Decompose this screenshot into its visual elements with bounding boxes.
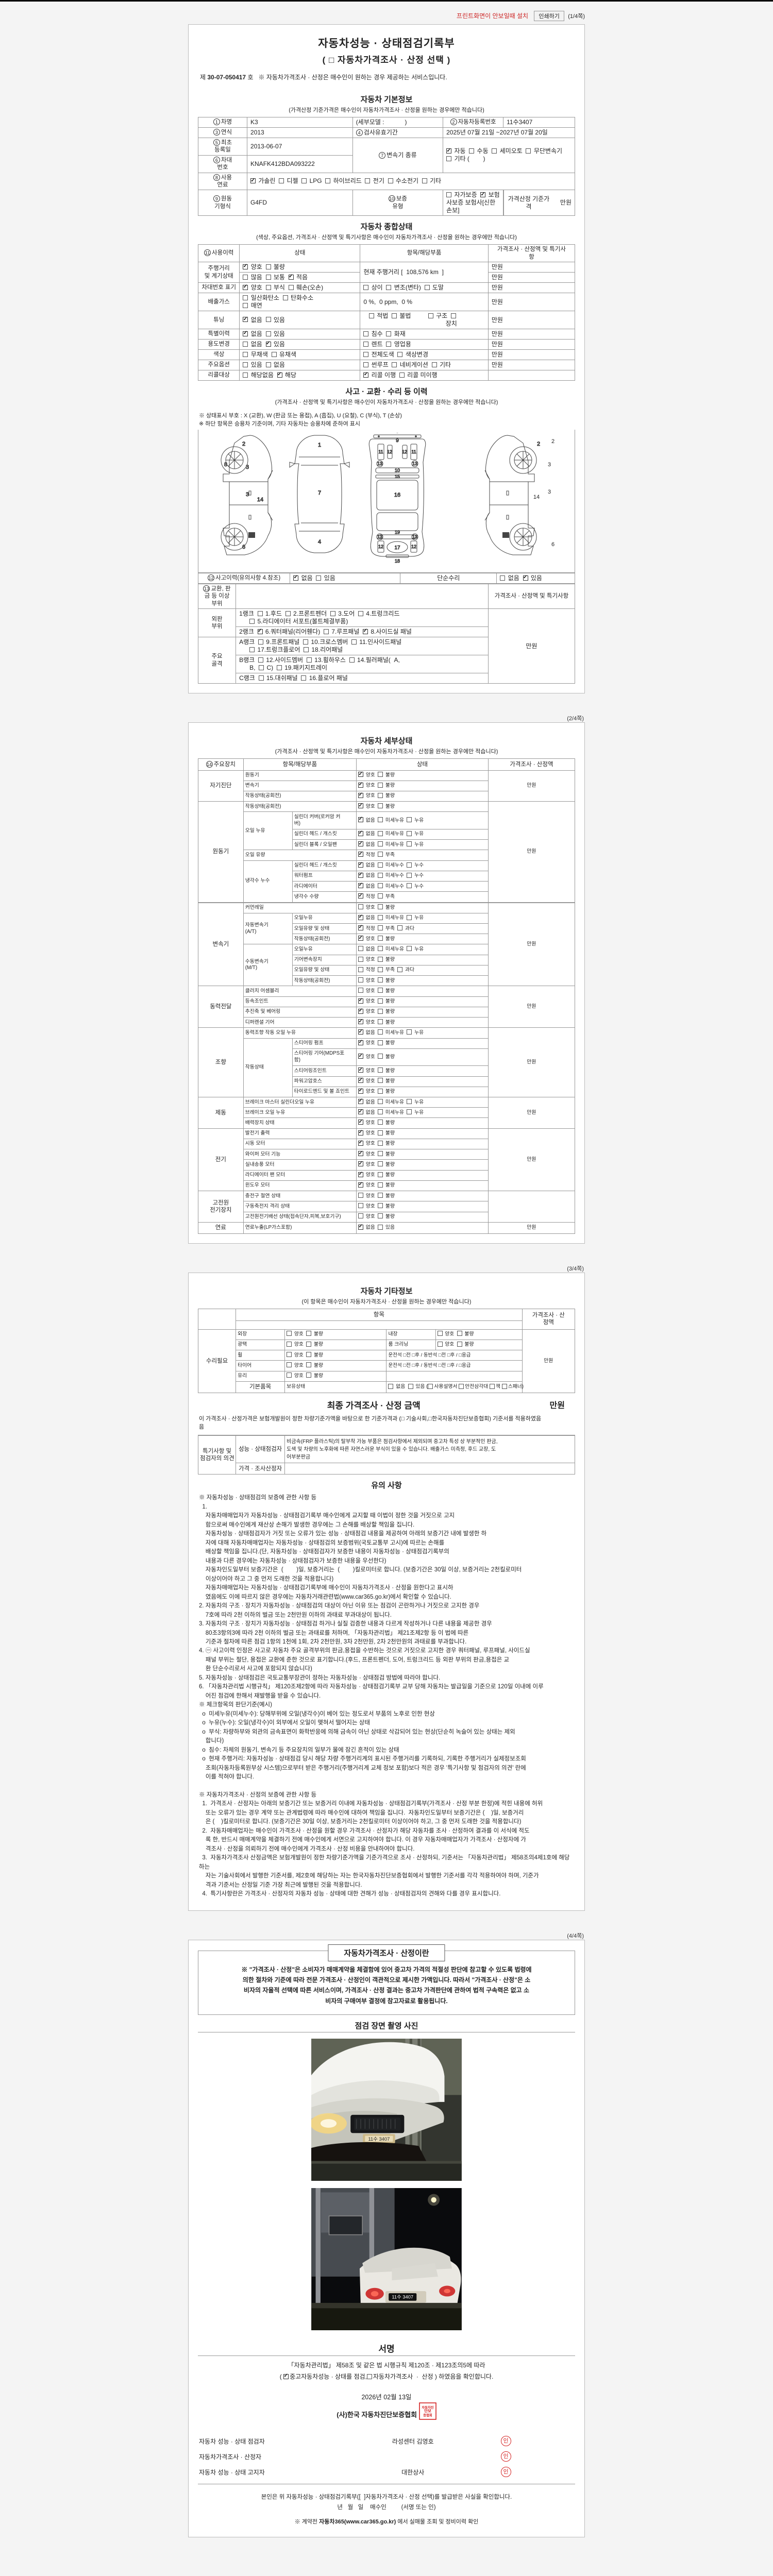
svg-text:11수 3407: 11수 3407 [368,2137,390,2142]
svg-text:2: 2 [537,441,540,447]
svg-text:1: 1 [318,442,321,448]
svg-text:6: 6 [242,544,245,550]
svg-text:19: 19 [395,530,400,535]
svg-text:3: 3 [246,464,249,470]
svg-text:6: 6 [551,541,554,548]
svg-text:4: 4 [318,539,321,545]
svg-text:12: 12 [402,449,407,454]
svg-text:12: 12 [411,544,416,549]
svg-text:8: 8 [224,462,227,468]
svg-text:2: 2 [242,441,245,447]
svg-text:16: 16 [394,492,400,498]
svg-text:10: 10 [395,468,400,473]
svg-text:9: 9 [396,438,399,444]
svg-text:11: 11 [411,449,416,454]
svg-text:11수 3407: 11수 3407 [392,2295,413,2300]
svg-text:증협회: 증협회 [423,2413,432,2417]
svg-text:14: 14 [257,497,263,503]
svg-text:12: 12 [378,544,383,549]
svg-text:5: 5 [396,433,399,434]
svg-text:2: 2 [551,438,554,445]
svg-text:3: 3 [548,489,551,495]
svg-text:13: 13 [377,461,382,466]
svg-text:3: 3 [246,492,249,498]
svg-text:단보: 단보 [424,2408,431,2413]
svg-text:12: 12 [387,449,392,454]
svg-text:7: 7 [318,490,321,496]
svg-text:18: 18 [395,558,400,564]
svg-text:15: 15 [395,474,400,479]
svg-text:W: W [249,533,254,538]
svg-text:14: 14 [533,494,540,500]
svg-text:W: W [568,530,574,536]
svg-text:17: 17 [394,545,400,551]
svg-text:13: 13 [412,461,417,466]
svg-text:13: 13 [412,534,417,539]
svg-text:11: 11 [378,449,383,454]
svg-text:3: 3 [548,462,551,468]
svg-text:13: 13 [377,534,382,539]
